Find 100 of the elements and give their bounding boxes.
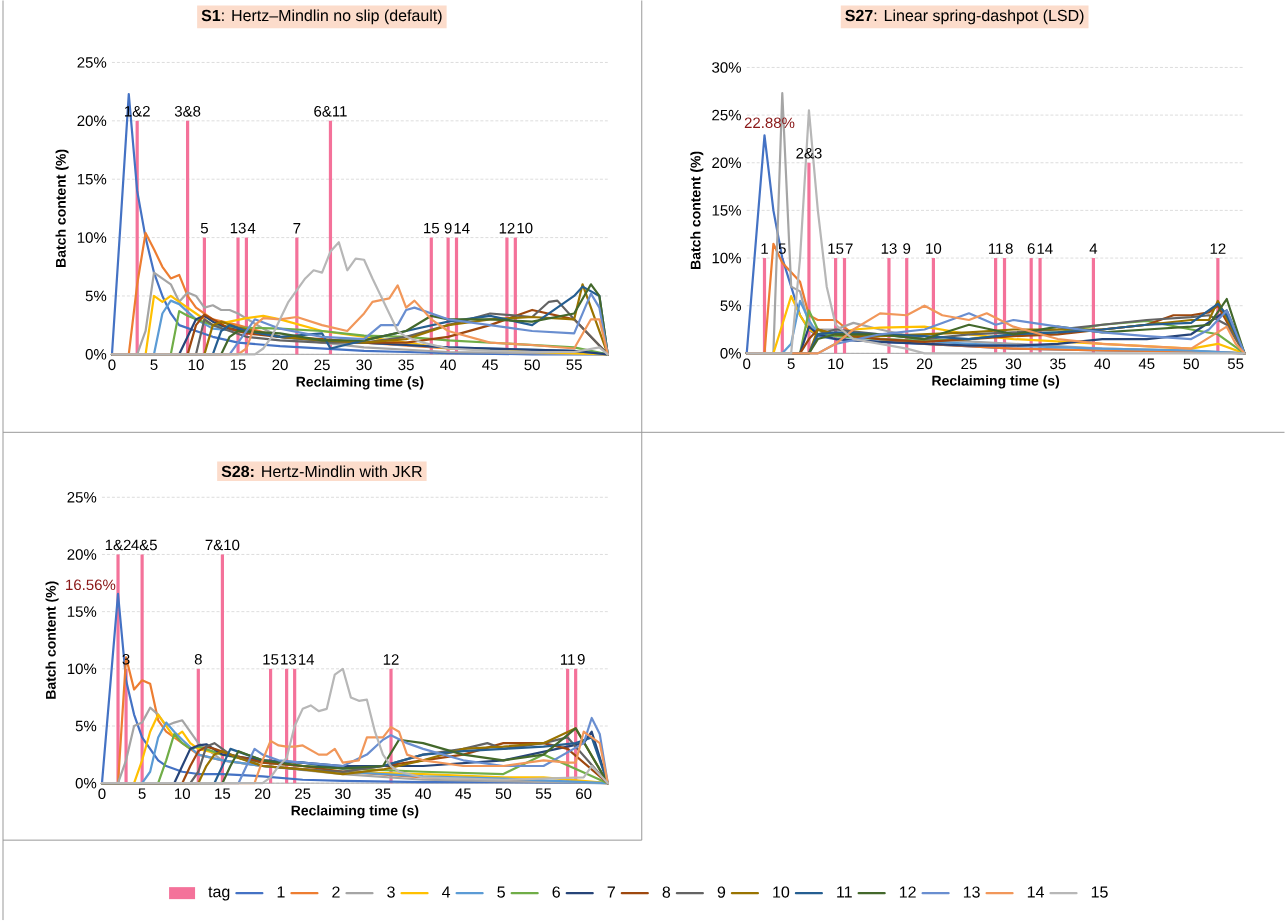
x-tick-label: 30: [335, 788, 351, 800]
legend-label: 4: [442, 886, 451, 898]
x-tick-label: 40: [440, 359, 456, 371]
x-tick-label: 15: [230, 359, 246, 371]
annotation: 9: [444, 222, 452, 234]
annotation: 4&5: [131, 539, 157, 551]
x-tick-label: 35: [375, 788, 391, 800]
legend-label: 11: [837, 886, 852, 898]
x-tick-label: 40: [1094, 358, 1111, 370]
x-tick-label: 35: [398, 359, 414, 371]
annotation: 8: [1005, 243, 1013, 255]
data-label: 16.56%: [66, 579, 116, 591]
y-axis-title: Batch content (%): [690, 151, 704, 270]
x-tick-label: 45: [1138, 358, 1155, 370]
x-tick-label: 55: [1227, 358, 1244, 370]
annotation: 11: [988, 243, 1003, 255]
x-axis-title: Reclaiming time (s): [932, 375, 1060, 389]
annotation: 12: [383, 654, 399, 665]
y-tick-label: 15%: [712, 205, 741, 216]
y-tick-label: 25%: [67, 492, 97, 503]
annotation: 12: [499, 223, 515, 234]
y-tick-label: 5%: [75, 720, 97, 732]
y-tick-label: 0%: [85, 349, 107, 360]
x-tick-label: 0: [108, 359, 116, 371]
x-tick-label: 25: [961, 358, 977, 370]
data-label: 22.88%: [744, 117, 795, 129]
y-tick-label: 5%: [720, 300, 741, 312]
y-axis-title: Batch content (%): [45, 581, 59, 699]
annotation: 9: [577, 654, 585, 665]
x-tick-label: 5: [138, 788, 146, 800]
y-tick-label: 5%: [85, 290, 107, 302]
x-tick-label: 55: [566, 359, 582, 371]
legend-label: 1: [277, 886, 285, 898]
legend-label: 8: [662, 886, 671, 898]
annotation: 8: [194, 654, 202, 665]
annotation: 14: [1037, 243, 1053, 255]
y-axis-title: Batch content (%): [55, 149, 69, 268]
x-tick-label: 30: [1005, 358, 1022, 370]
annotation: 14: [298, 654, 315, 665]
x-axis-title: Reclaiming time (s): [291, 805, 419, 819]
legend-label: 13: [963, 886, 980, 898]
x-tick-label: 10: [175, 788, 190, 800]
annotation: 7&10: [205, 539, 240, 551]
annotation: 6&11: [314, 106, 347, 117]
y-tick-label: 20%: [77, 115, 107, 127]
legend-label: tag: [208, 887, 230, 901]
annotation: 7: [845, 243, 853, 255]
y-tick-label: 15%: [77, 174, 107, 185]
annotation: 2&3: [796, 148, 822, 159]
y-tick-label: 20%: [712, 157, 741, 169]
annotation: 10: [926, 243, 942, 255]
x-tick-label: 10: [828, 358, 844, 370]
x-tick-label: 50: [524, 359, 540, 371]
annotation: 13: [881, 243, 897, 255]
annotation: 10: [517, 222, 533, 234]
x-tick-label: 15: [872, 358, 888, 370]
chart-title: S27: Linear spring-dashpot (LSD): [845, 9, 1084, 25]
annotation: 11: [560, 654, 575, 665]
x-tick-label: 5: [150, 359, 158, 371]
annotation: 13: [281, 654, 297, 665]
legend-label: 6: [552, 886, 560, 898]
legend-label: 7: [607, 886, 615, 898]
x-tick-label: 45: [455, 788, 471, 800]
annotation: 15: [828, 243, 844, 255]
x-tick-label: 55: [535, 788, 552, 800]
x-axis-title: Reclaiming time (s): [296, 376, 424, 390]
y-tick-label: 10%: [67, 663, 97, 675]
annotation: 1: [761, 243, 768, 255]
x-tick-label: 5: [787, 358, 795, 370]
legend-label: 5: [497, 886, 505, 898]
x-tick-label: 15: [215, 788, 231, 800]
x-tick-label: 20: [254, 788, 271, 800]
x-tick-label: 0: [743, 358, 751, 370]
y-tick-label: 10%: [77, 232, 107, 244]
y-tick-label: 0%: [720, 348, 741, 359]
annotation: 14: [454, 223, 470, 234]
y-tick-label: 0%: [75, 778, 97, 789]
x-tick-label: 40: [415, 788, 431, 800]
x-tick-label: 0: [98, 788, 106, 800]
legend-label: 14: [1027, 886, 1044, 898]
annotation: 4: [1089, 243, 1098, 255]
y-tick-label: 10%: [712, 252, 741, 264]
annotation: 7: [293, 223, 301, 234]
legend-label: 3: [387, 886, 395, 898]
legend-label: 2: [332, 886, 340, 898]
chart-title: S1: Hertz–Mindlin no slip (default): [201, 9, 442, 25]
annotation: 5: [200, 223, 208, 234]
annotation: 15: [424, 223, 440, 234]
y-tick-label: 15%: [67, 606, 97, 618]
annotation: 12: [1210, 243, 1226, 255]
x-tick-label: 50: [1183, 358, 1199, 370]
x-tick-label: 35: [1050, 358, 1066, 370]
x-tick-label: 50: [495, 788, 512, 800]
x-tick-label: 10: [188, 359, 204, 371]
y-tick-label: 30%: [712, 62, 741, 73]
x-tick-label: 20: [272, 359, 288, 371]
legend-label: 10: [773, 886, 790, 898]
x-tick-label: 30: [356, 359, 372, 371]
x-tick-label: 60: [576, 788, 592, 800]
annotation: 13: [230, 222, 246, 234]
